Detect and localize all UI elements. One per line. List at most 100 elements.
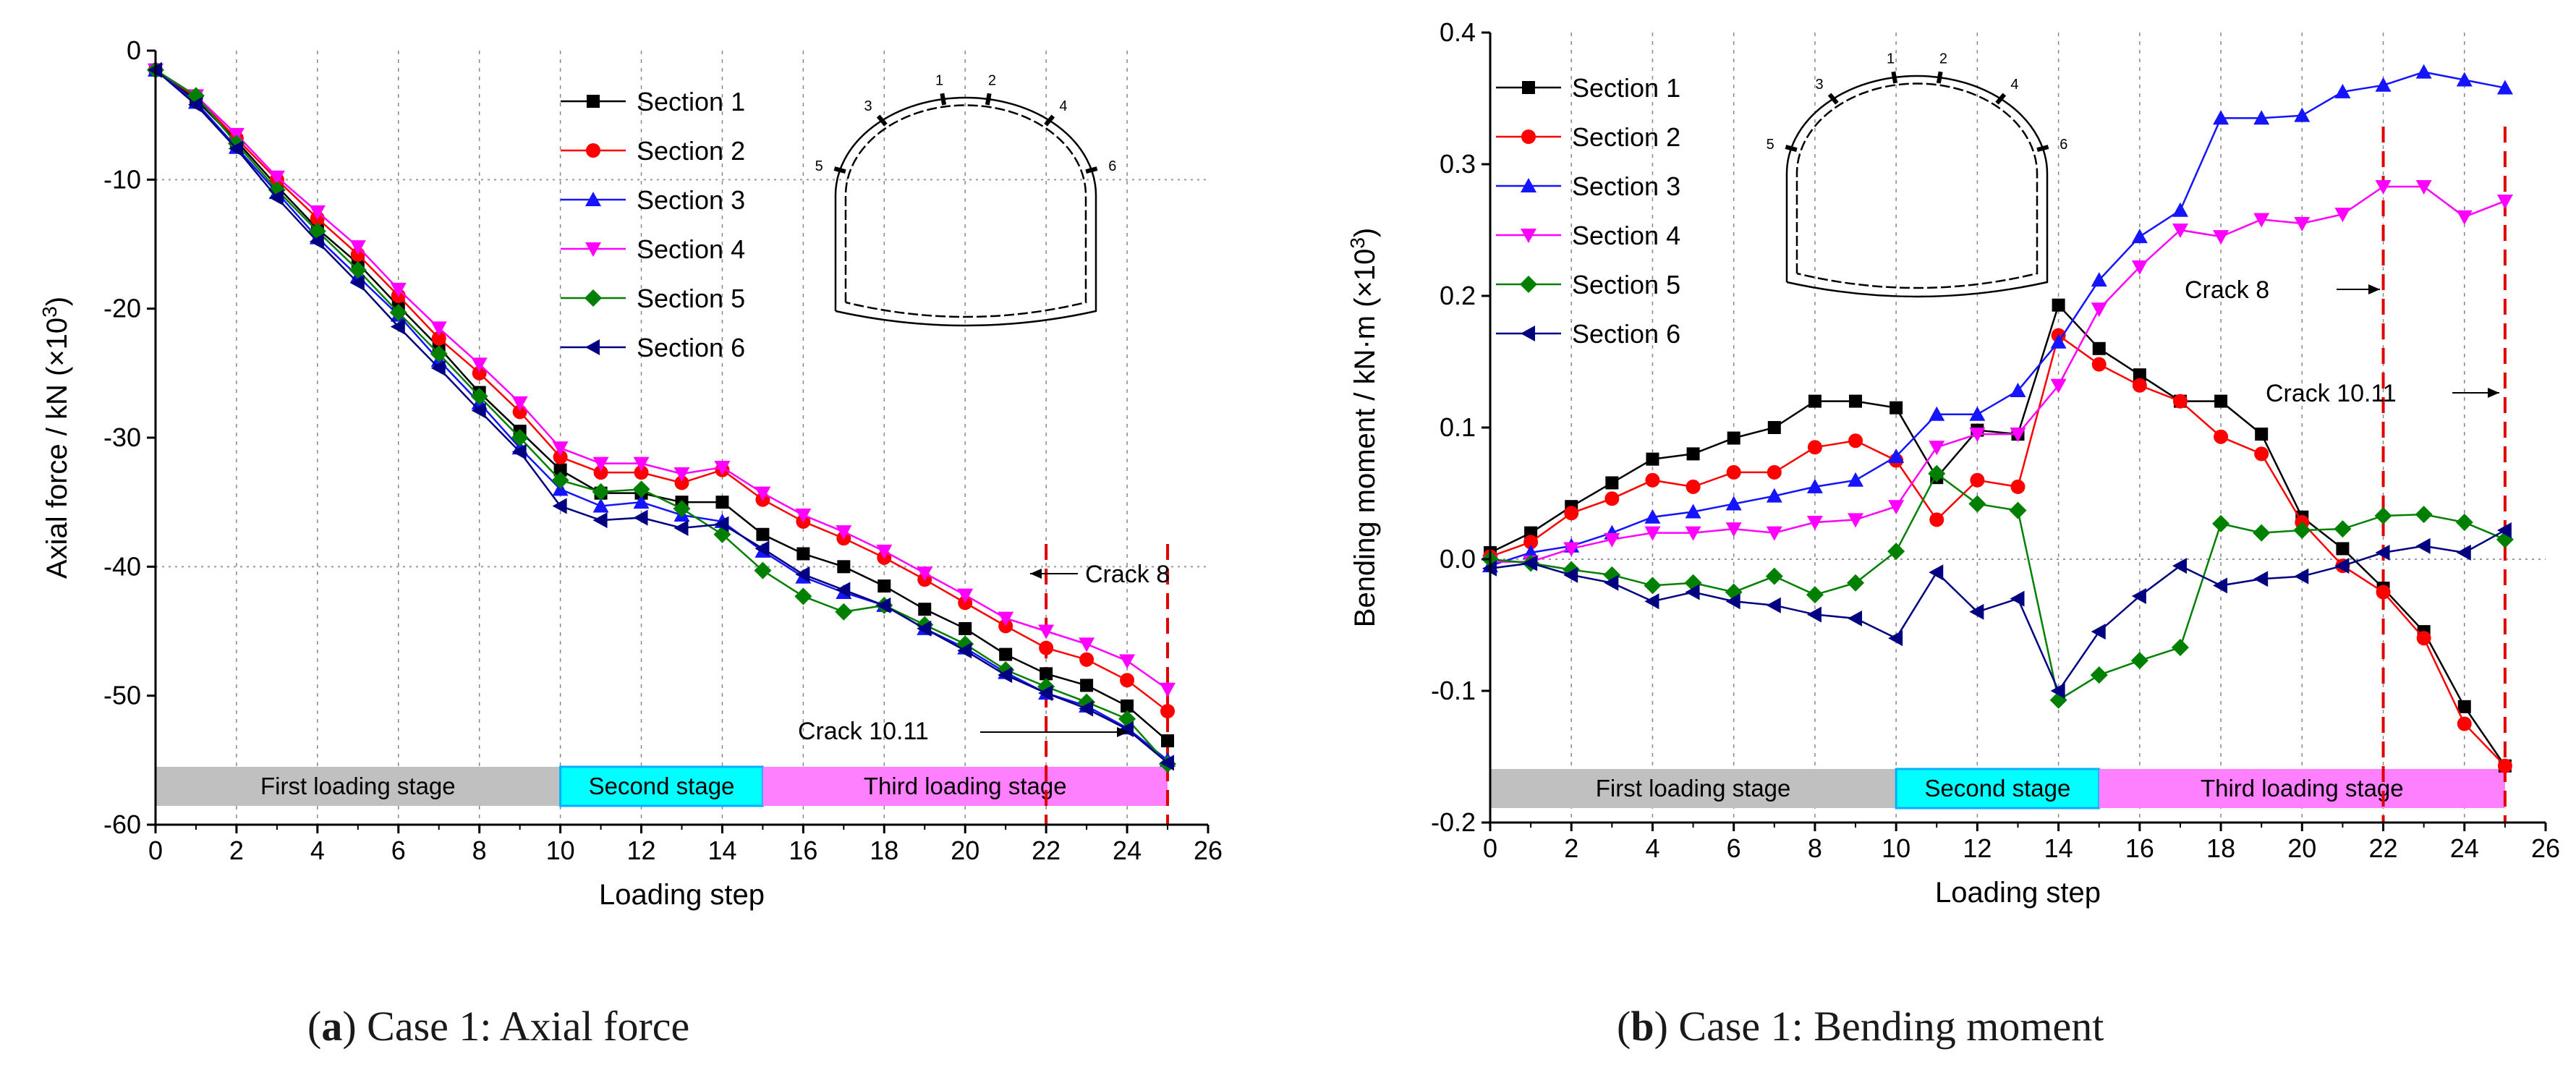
axial-data-point [228, 140, 243, 157]
moment-data-point [2456, 544, 2471, 561]
axial-data-point [349, 261, 367, 279]
moment-legend-marker [1521, 229, 1536, 243]
moment-data-point [1685, 584, 1700, 600]
moment-data-point [2052, 298, 2065, 312]
axial-data-point [998, 611, 1014, 626]
moment-data-point [1888, 500, 1905, 515]
moment-inset-section-number: 3 [1815, 77, 1823, 93]
moment-legend-label: Section 5 [1572, 270, 1680, 299]
axial-y-axis-label-end: ) [41, 297, 73, 306]
moment-data-point [2132, 378, 2147, 393]
moment-x-tick-label: 14 [2044, 833, 2073, 863]
axial-data-point [794, 587, 812, 606]
moment-legend-label: Section 3 [1572, 171, 1680, 201]
moment-legend-marker [1521, 326, 1535, 341]
axial-inset-section-number: 4 [1059, 98, 1067, 114]
axial-data-point [958, 621, 972, 635]
moment-inset-section-tick [1891, 71, 1898, 84]
axial-x-tick-label: 14 [707, 836, 736, 865]
moment-data-point [1563, 566, 1578, 583]
axial-data-point [553, 463, 567, 477]
moment-data-point [1807, 440, 1822, 455]
axial-data-point [511, 429, 529, 446]
caption-a-letter: a [321, 1003, 343, 1050]
moment-data-point [2010, 590, 2025, 607]
moment-data-point [1644, 509, 1661, 524]
axial-data-point [837, 560, 851, 574]
moment-stage-label: Third loading stage [2201, 775, 2404, 802]
moment-data-point [1847, 574, 1865, 592]
moment-legend-marker [1522, 81, 1535, 94]
moment-legend-marker [1520, 276, 1537, 293]
axial-data-point [430, 321, 447, 336]
moment-data-point [1726, 464, 1741, 480]
axial-data-point [512, 404, 527, 420]
axial-data-point [756, 527, 770, 541]
axial-data-point [1079, 700, 1094, 717]
axial-data-point [999, 647, 1013, 661]
moment-data-point [2050, 683, 2065, 699]
moment-data-point [2130, 652, 2148, 670]
moment-data-point [2496, 80, 2513, 95]
axial-series-line [155, 69, 1168, 761]
axial-data-point [553, 449, 568, 464]
axial-x-tick-label: 6 [391, 836, 406, 865]
moment-data-point [2131, 260, 2148, 275]
moment-data-point [1644, 577, 1662, 595]
moment-data-point [2253, 213, 2270, 228]
moment-x-tick-label: 12 [1963, 833, 1991, 863]
axial-data-point [552, 498, 567, 514]
moment-inset-section-tick [1995, 93, 2007, 105]
moment-data-point [2497, 758, 2512, 773]
moment-data-point [2091, 624, 2106, 640]
moment-data-point [1725, 522, 1742, 538]
axial-x-tick-label: 2 [229, 836, 244, 865]
axial-x-tick-label: 8 [472, 836, 487, 865]
moment-data-point [1604, 532, 1620, 548]
axial-annotation-arrow [1030, 569, 1042, 579]
axial-annotation: Crack 8 [1085, 561, 1170, 588]
axial-annotation: Crack 10.11 [798, 718, 929, 745]
axial-data-point [592, 512, 608, 529]
moment-data-point [1887, 543, 1905, 561]
axial-inset-lining-inner [844, 104, 1087, 318]
axial-data-point [673, 500, 691, 518]
moment-inset-section-tick [1936, 71, 1943, 84]
moment-data-point [1969, 428, 1986, 443]
axial-legend-label: Section 5 [637, 284, 745, 313]
moment-data-point [1806, 586, 1824, 604]
moment-y-tick-label: -0.1 [1431, 676, 1476, 705]
moment-data-point [2496, 522, 2512, 538]
axial-inset-section-number: 1 [935, 72, 943, 88]
moment-data-point [1766, 526, 1782, 541]
axial-data-point [309, 205, 326, 220]
moment-data-point [2010, 383, 2026, 398]
moment-data-point [2009, 501, 2027, 519]
moment-data-point [2091, 357, 2107, 372]
axial-data-point [957, 588, 974, 603]
moment-data-point [2172, 202, 2188, 217]
moment-data-point [2376, 585, 2391, 600]
axial-legend-marker [585, 242, 601, 257]
moment-legend-marker [1521, 178, 1536, 192]
moment-data-point [1969, 406, 1986, 421]
moment-data-point [1523, 555, 1538, 572]
moment-data-point [2374, 506, 2392, 524]
axial-x-tick-label: 22 [1032, 836, 1060, 865]
axial-series-line [155, 69, 1168, 713]
moment-y-tick-label: 0.1 [1440, 412, 1476, 442]
moment-inset-lining-inner [1795, 82, 2039, 289]
axial-inset-section-number: 6 [1108, 158, 1116, 174]
moment-data-point [1970, 472, 1985, 488]
axial-data-point [349, 275, 365, 291]
axial-data-point [1038, 624, 1055, 640]
axial-stage-label: Third loading stage [864, 773, 1067, 799]
moment-series-line [1489, 472, 2506, 702]
axial-x-tick-label: 12 [627, 836, 656, 865]
axial-data-point [1080, 679, 1094, 692]
moment-data-point [2456, 210, 2473, 225]
axial-data-point [796, 547, 810, 561]
axial-data-point [390, 318, 405, 335]
axial-inset-section-tick [985, 93, 992, 106]
